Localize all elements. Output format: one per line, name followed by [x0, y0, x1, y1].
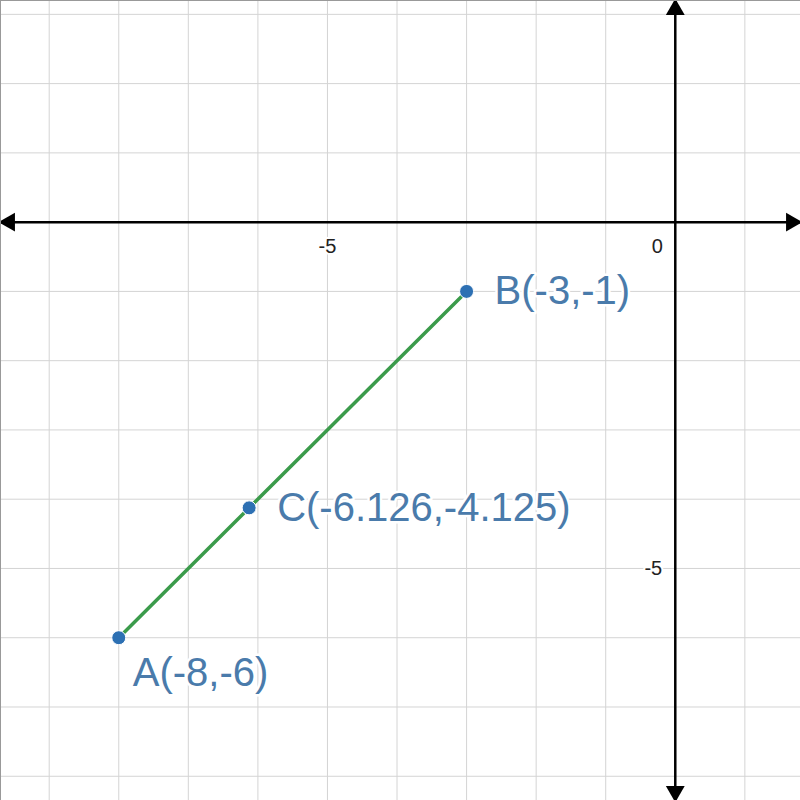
svg-text:B(-3,-1): B(-3,-1)	[495, 268, 631, 312]
svg-text:A(-8,-6): A(-8,-6)	[133, 650, 269, 694]
svg-text:-5: -5	[644, 557, 662, 579]
svg-text:-5: -5	[319, 235, 337, 257]
svg-text:0: 0	[652, 235, 663, 257]
svg-text:C(-6.126,-4.125): C(-6.126,-4.125)	[277, 485, 570, 529]
